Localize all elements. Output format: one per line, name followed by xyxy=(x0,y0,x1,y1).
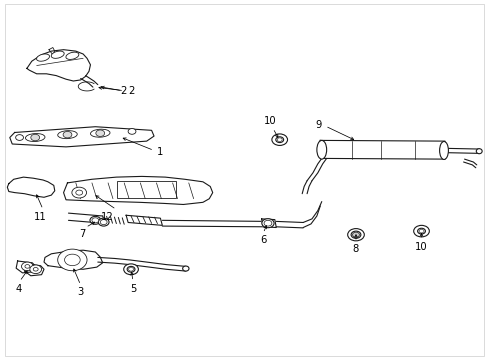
Polygon shape xyxy=(44,250,102,269)
Circle shape xyxy=(72,187,86,198)
Circle shape xyxy=(100,220,107,225)
Polygon shape xyxy=(7,177,55,197)
Circle shape xyxy=(64,254,80,266)
Circle shape xyxy=(21,262,33,271)
Ellipse shape xyxy=(475,149,481,154)
Text: 10: 10 xyxy=(414,242,427,252)
Ellipse shape xyxy=(439,141,447,159)
Ellipse shape xyxy=(347,229,364,241)
Ellipse shape xyxy=(66,52,79,59)
Circle shape xyxy=(352,232,359,237)
Ellipse shape xyxy=(90,216,101,224)
Text: 3: 3 xyxy=(78,287,83,297)
Polygon shape xyxy=(10,127,154,147)
Circle shape xyxy=(92,218,99,223)
Ellipse shape xyxy=(316,140,326,159)
Polygon shape xyxy=(261,219,276,228)
Ellipse shape xyxy=(275,137,283,143)
Ellipse shape xyxy=(413,225,428,237)
Text: 2: 2 xyxy=(120,86,126,96)
Text: 1: 1 xyxy=(156,147,163,157)
Ellipse shape xyxy=(350,231,360,238)
Circle shape xyxy=(277,138,282,141)
Ellipse shape xyxy=(123,264,138,275)
Text: 6: 6 xyxy=(259,235,266,246)
Circle shape xyxy=(76,190,82,195)
Ellipse shape xyxy=(98,218,109,226)
Polygon shape xyxy=(320,140,444,159)
Circle shape xyxy=(418,229,423,233)
Text: 11: 11 xyxy=(34,212,46,222)
Ellipse shape xyxy=(417,228,425,234)
Ellipse shape xyxy=(37,54,49,61)
Circle shape xyxy=(58,249,87,271)
Ellipse shape xyxy=(58,131,77,139)
Polygon shape xyxy=(126,215,162,225)
Text: 12: 12 xyxy=(101,212,113,222)
Text: 2: 2 xyxy=(128,86,134,96)
Text: 4: 4 xyxy=(16,284,21,294)
Text: 5: 5 xyxy=(129,284,136,294)
Ellipse shape xyxy=(183,266,188,271)
Ellipse shape xyxy=(127,266,135,272)
Circle shape xyxy=(31,134,40,141)
Text: 8: 8 xyxy=(352,244,358,254)
Ellipse shape xyxy=(90,129,110,137)
Text: 9: 9 xyxy=(315,120,321,130)
Circle shape xyxy=(128,267,133,271)
Circle shape xyxy=(16,135,23,140)
Circle shape xyxy=(25,265,30,268)
Ellipse shape xyxy=(51,51,64,58)
Circle shape xyxy=(128,129,136,134)
Ellipse shape xyxy=(271,134,287,145)
Circle shape xyxy=(30,265,41,274)
Ellipse shape xyxy=(25,134,45,141)
Text: 10: 10 xyxy=(263,116,276,126)
Circle shape xyxy=(96,130,104,136)
Polygon shape xyxy=(63,176,212,204)
Polygon shape xyxy=(24,264,44,276)
Circle shape xyxy=(264,220,271,226)
Ellipse shape xyxy=(262,219,273,228)
Polygon shape xyxy=(27,50,90,81)
Polygon shape xyxy=(16,261,36,273)
Bar xyxy=(117,181,176,198)
Circle shape xyxy=(33,267,38,271)
Text: 7: 7 xyxy=(79,229,85,239)
Circle shape xyxy=(63,131,72,138)
